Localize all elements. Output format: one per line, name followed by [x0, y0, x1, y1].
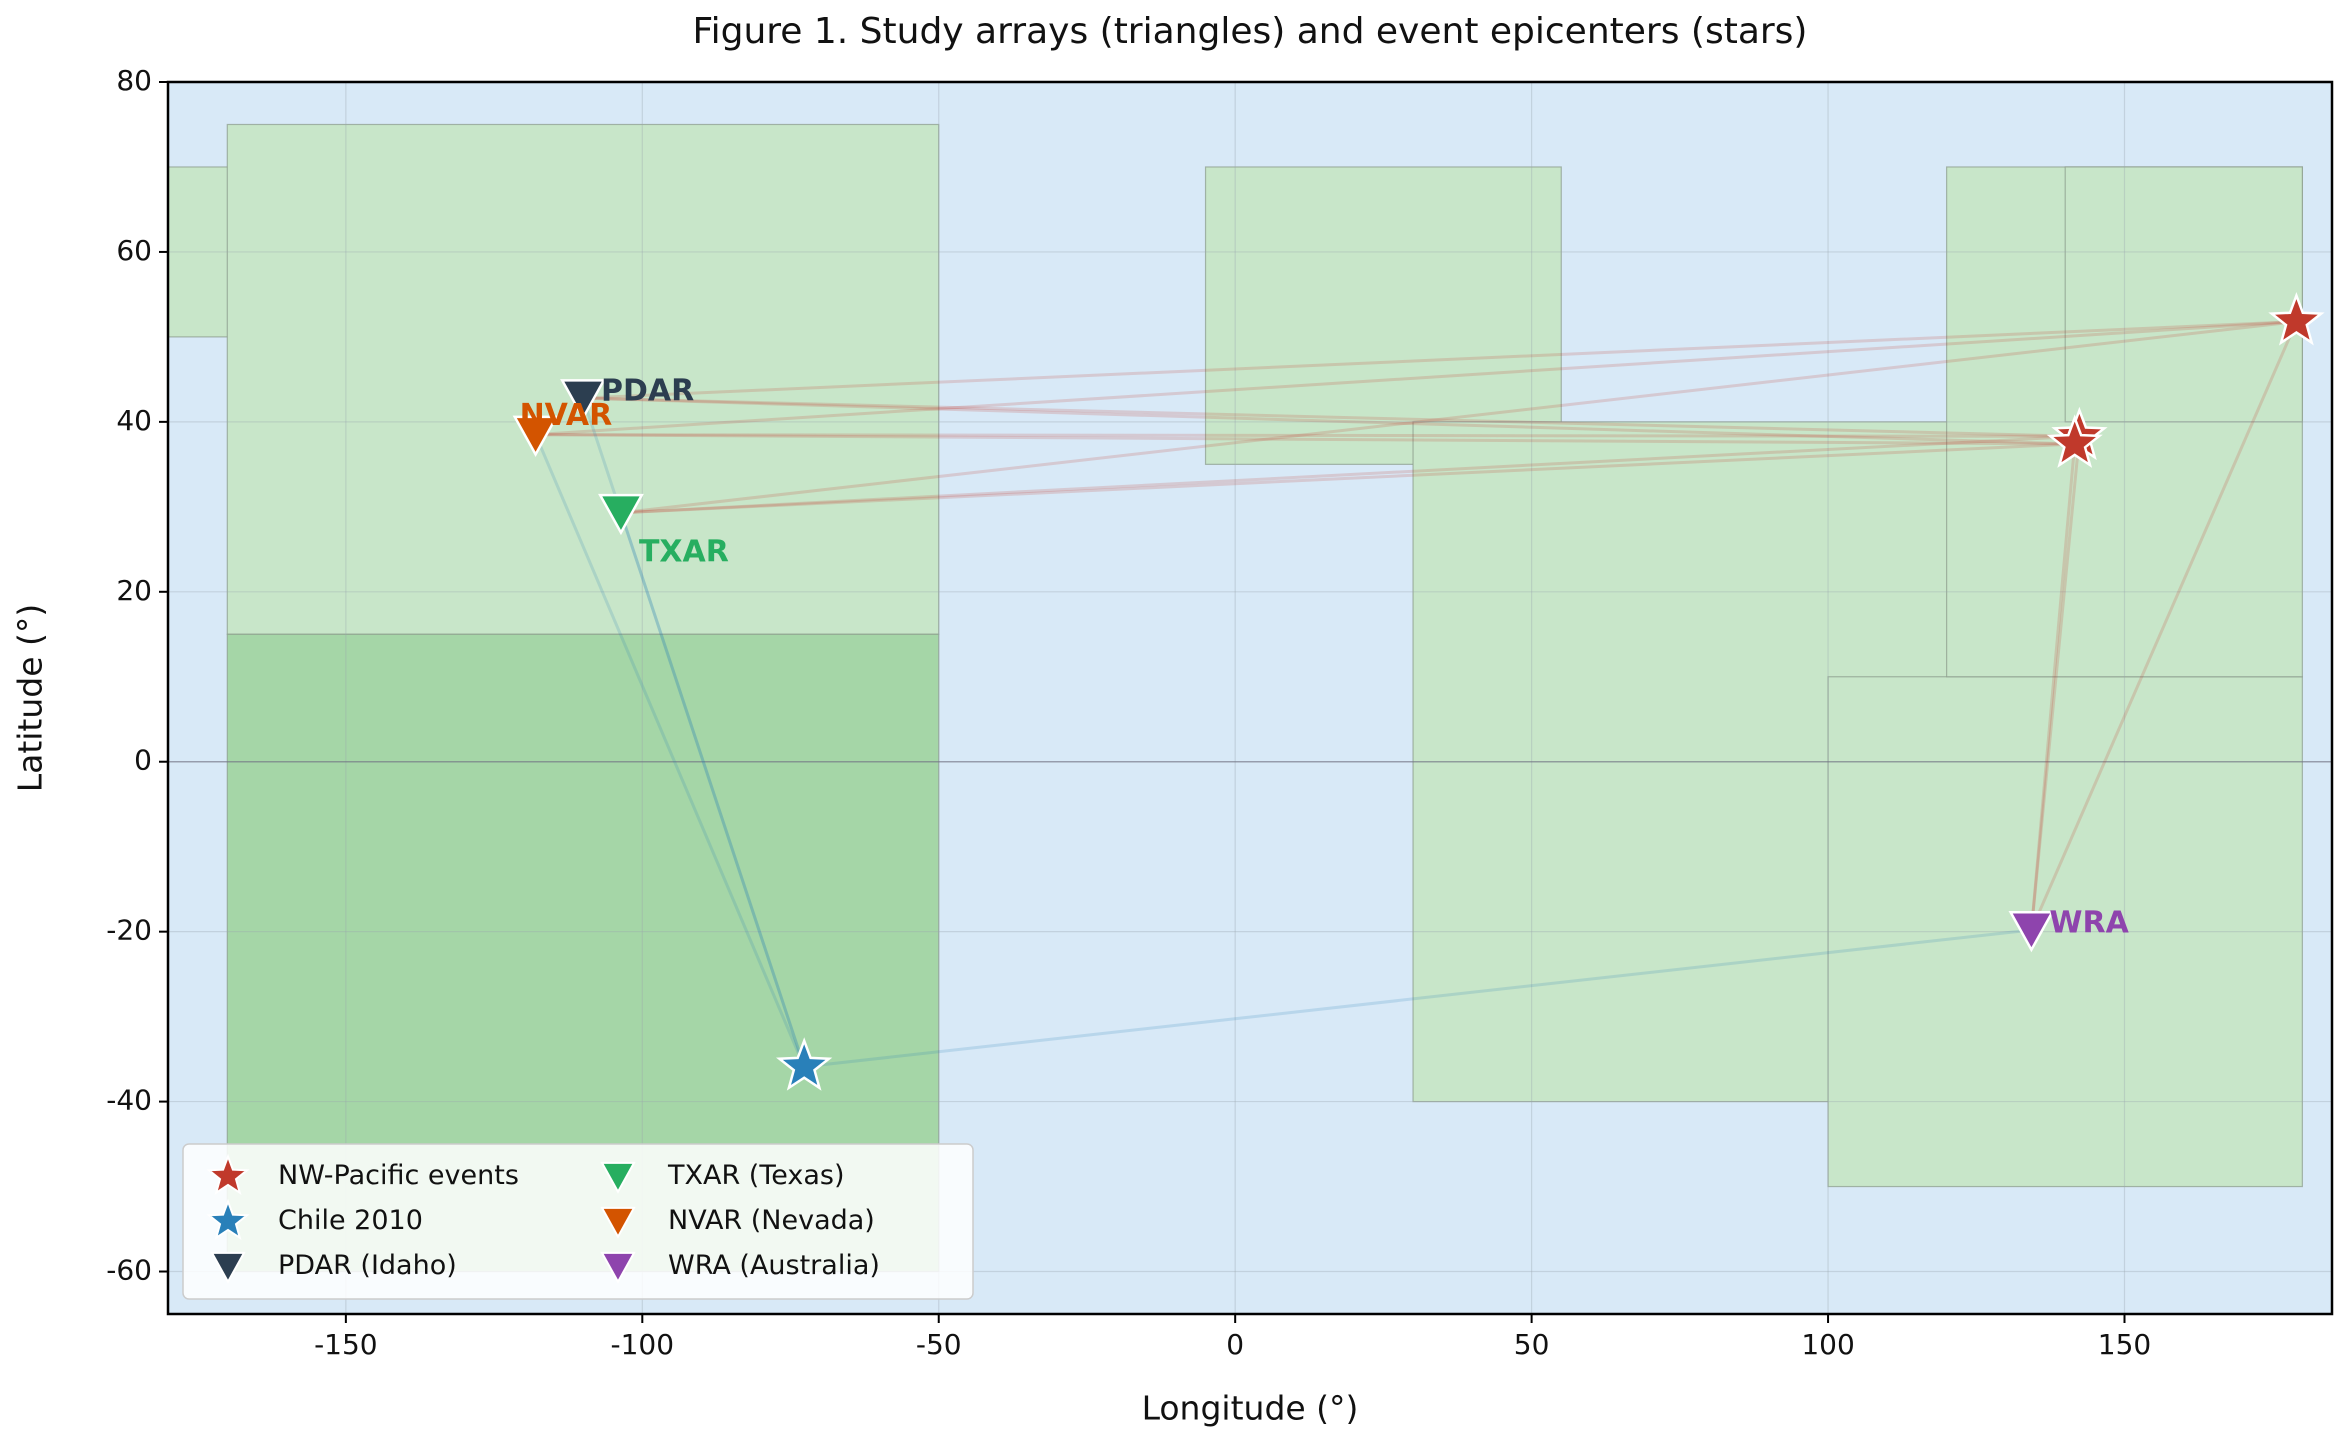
triangle-marker [600, 1161, 636, 1194]
y-tick-label: -20 [106, 914, 152, 947]
triangle-marker [512, 415, 559, 457]
y-tick-label: 20 [116, 574, 152, 607]
chart-title: Figure 1. Study arrays (triangles) and e… [693, 11, 1808, 52]
triangle-marker [600, 1206, 636, 1239]
station-label: WRA [2049, 905, 2129, 940]
ray [535, 433, 2075, 446]
triangle-marker [2008, 911, 2055, 953]
ray [582, 396, 2075, 446]
ray [535, 433, 2080, 438]
ray [582, 320, 2297, 400]
ray [535, 320, 2297, 437]
triangle-marker [598, 493, 644, 536]
triangle-marker [210, 1251, 246, 1284]
x-tick-label: 50 [1514, 1328, 1550, 1361]
plot-area: PDAR TXAR NVAR WRA [168, 82, 2332, 1314]
y-tick-label: 80 [116, 64, 152, 97]
ray [620, 442, 2075, 515]
ray [2029, 443, 2077, 931]
legend-label: NW-Pacific events [278, 1160, 519, 1191]
ray [803, 928, 2032, 1069]
star-marker [2046, 414, 2103, 468]
legend-label: WRA (Australia) [668, 1250, 880, 1281]
ray [2029, 436, 2081, 931]
plot-frame [166, 80, 2334, 1316]
star-marker [775, 1037, 833, 1091]
region [2064, 166, 2303, 423]
legend-label: TXAR (Texas) [667, 1160, 845, 1191]
legend-label: Chile 2010 [278, 1205, 423, 1236]
y-tick-label: 0 [134, 744, 152, 777]
y-tick-label: 40 [116, 404, 152, 437]
y-axis-label: Latitude (°) [11, 604, 50, 793]
station-label: TXAR [639, 534, 729, 569]
ray [620, 434, 2080, 515]
x-tick-label: -100 [611, 1328, 675, 1361]
triangle-marker [600, 1251, 636, 1284]
star-marker [206, 1153, 250, 1196]
ray [620, 320, 2297, 515]
station-label: PDAR [601, 374, 694, 409]
ray [619, 512, 806, 1068]
x-axis-label: Longitude (°) [1142, 1389, 1359, 1428]
station-label: NVAR [520, 398, 613, 433]
region [1204, 166, 1562, 465]
x-tick-label: -150 [314, 1328, 378, 1361]
y-tick-label: -40 [106, 1084, 152, 1117]
x-tick-label: 100 [1801, 1328, 1854, 1361]
legend-label: NVAR (Nevada) [668, 1205, 875, 1236]
y-tick-label: -60 [106, 1254, 152, 1287]
y-tick-label: 60 [116, 234, 152, 267]
x-tick-label: -50 [916, 1328, 962, 1361]
ray [582, 396, 2080, 438]
legend-label: PDAR (Idaho) [278, 1250, 457, 1281]
legend-box [182, 1143, 974, 1300]
ray [534, 434, 806, 1068]
x-tick-label: 0 [1226, 1328, 1244, 1361]
star-marker [2268, 292, 2325, 346]
ray [2030, 321, 2298, 931]
triangle-marker [560, 379, 606, 421]
star-marker [206, 1198, 250, 1241]
x-tick-label: 150 [2098, 1328, 2151, 1361]
